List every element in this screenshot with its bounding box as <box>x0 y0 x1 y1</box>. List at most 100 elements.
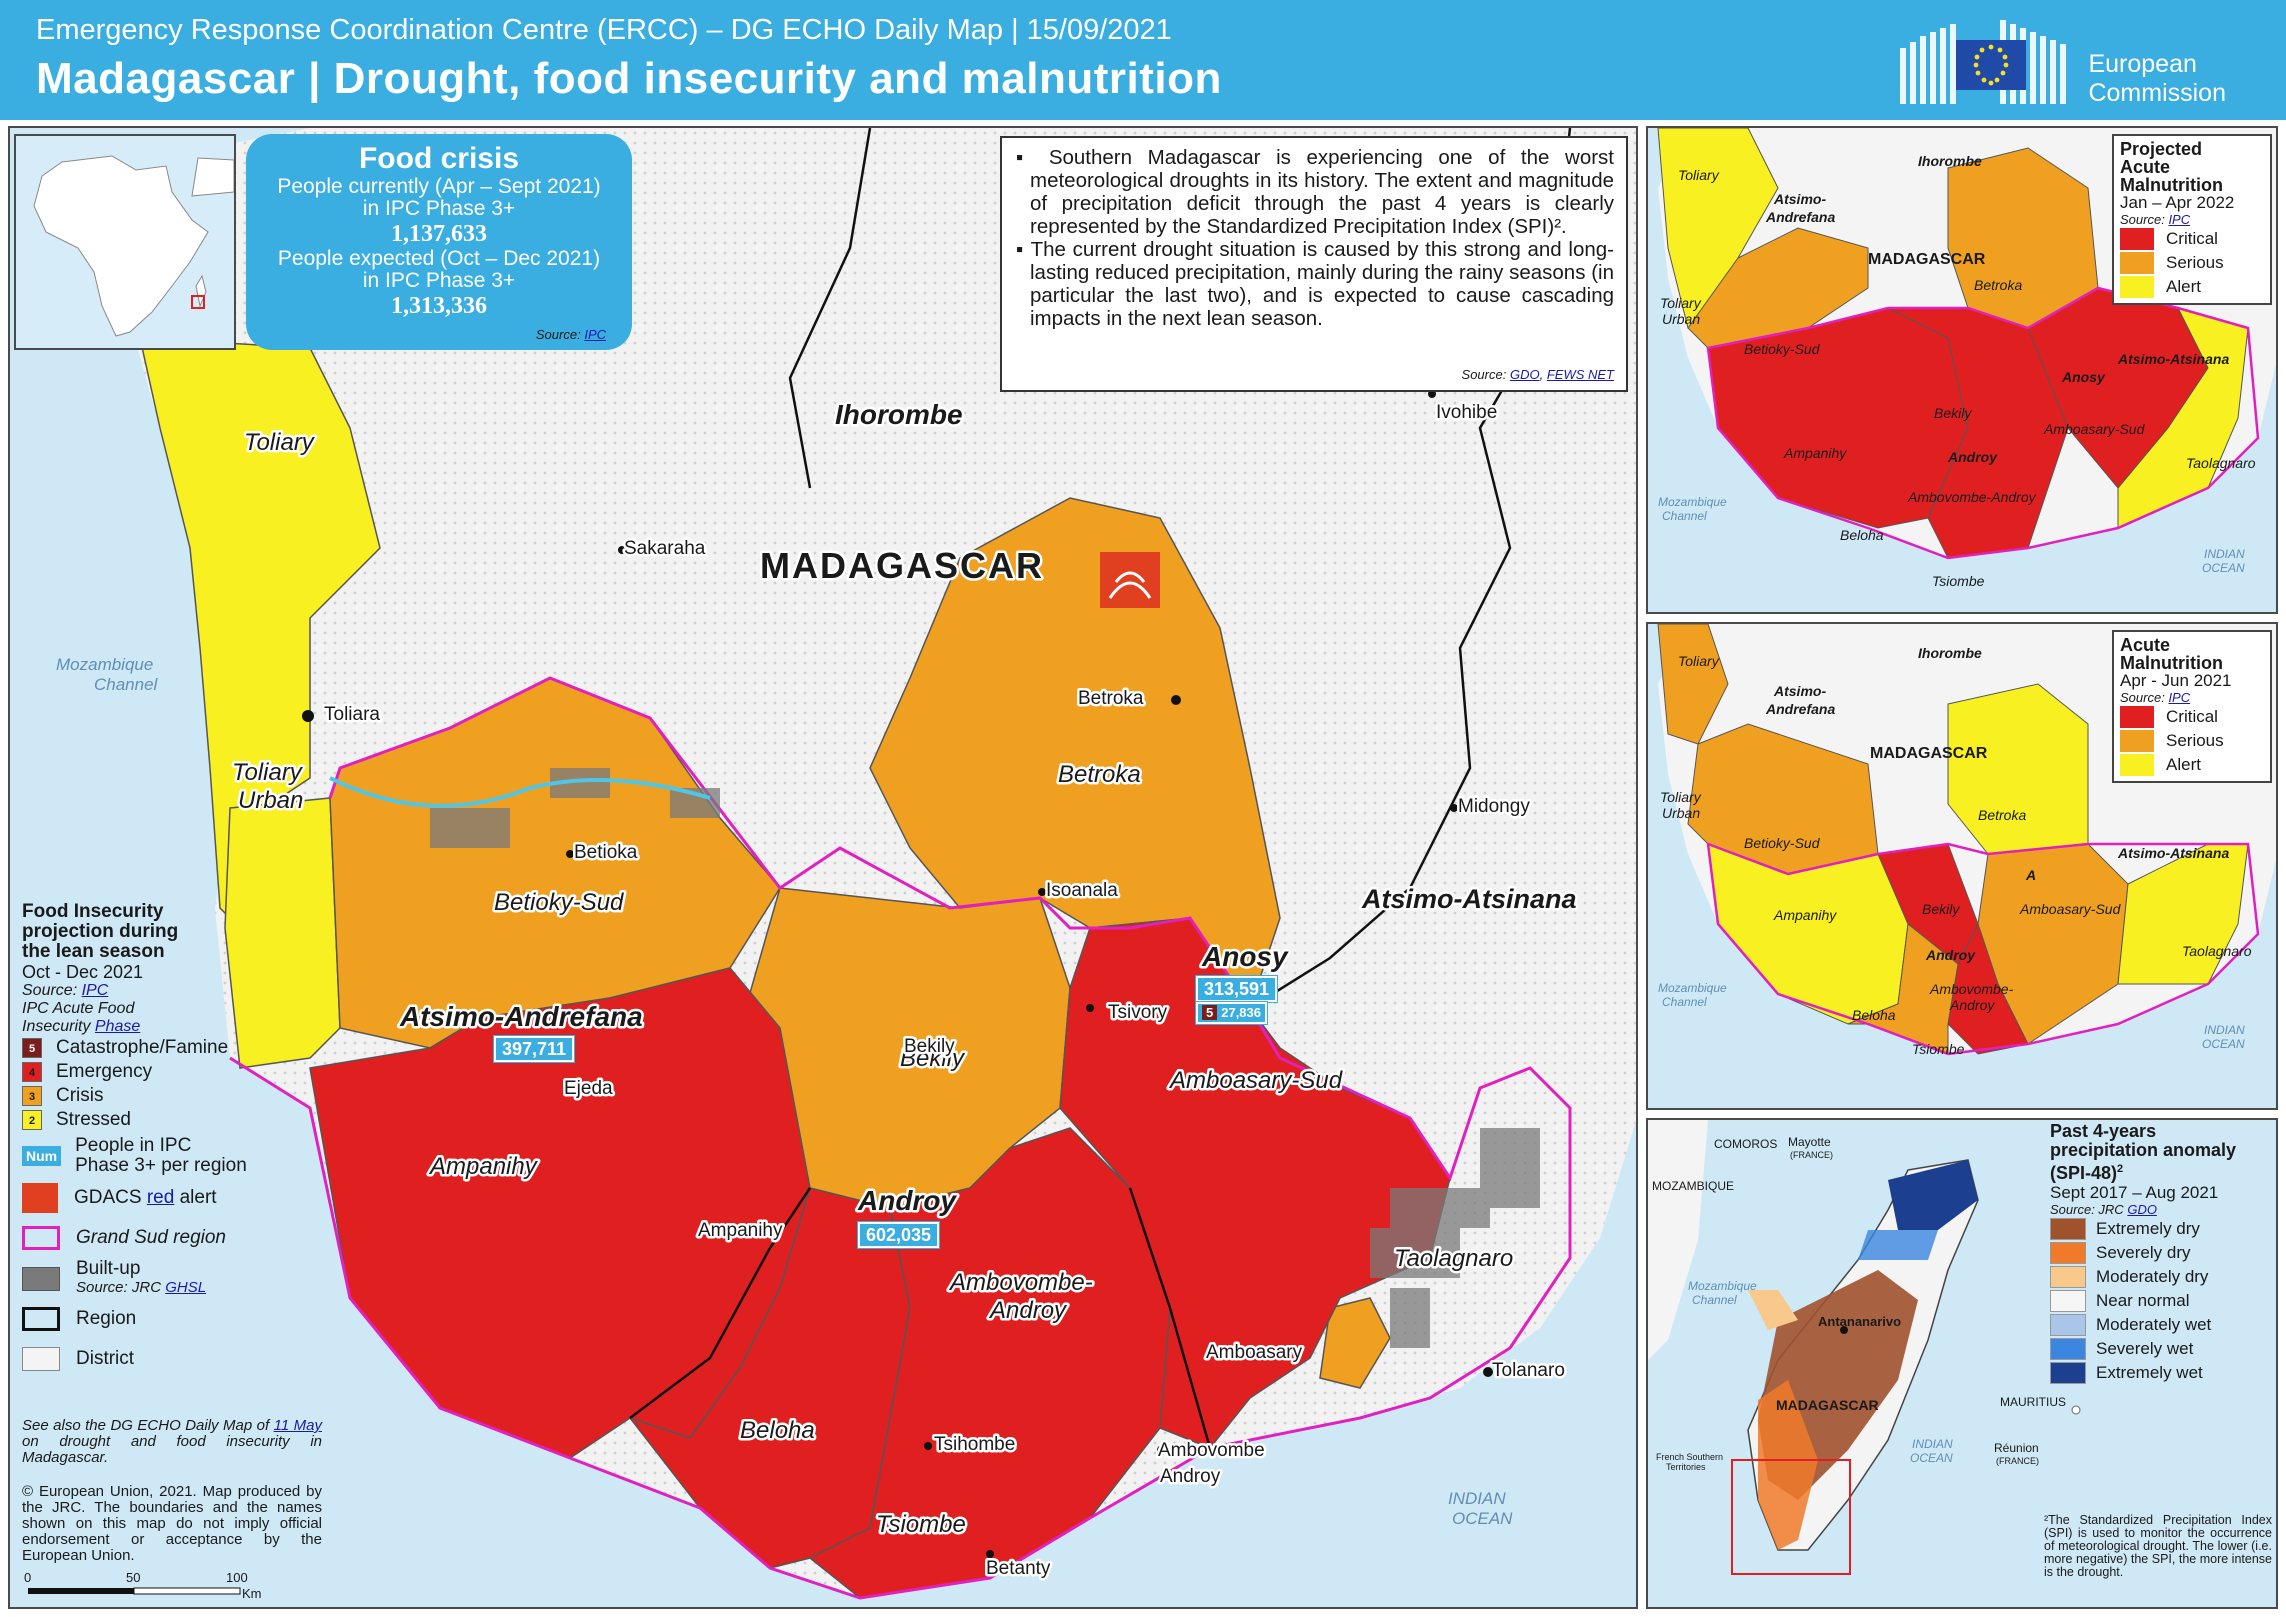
spi-class-swatch <box>2050 1314 2086 1336</box>
spi-class-label: Moderately wet <box>2096 1315 2212 1334</box>
inset-a-label-bekily: Bekily <box>1934 405 1972 421</box>
main-map-canvas: MADAGASCAR Ihorombe Atsimo-Andrefana And… <box>10 128 1636 1607</box>
inset-b-class-swatch <box>2120 754 2154 776</box>
copyright-note: © European Union, 2021. Map produced by … <box>22 1483 322 1564</box>
inset-a-label-tsiombe: Tsiombe <box>1932 573 1985 589</box>
region-label-atsimo-atsinana: Atsimo-Atsinana <box>1361 884 1577 914</box>
ghsl-link[interactable]: GHSL <box>165 1279 207 1296</box>
svg-text:Km: Km <box>242 1586 262 1601</box>
daily-map-11-may-link[interactable]: 11 May <box>273 1417 322 1434</box>
inset-b-class-label: Serious <box>2166 731 2224 750</box>
inset-a-water-2: Channel <box>1662 509 1707 523</box>
people-count-anosy: 313,591 <box>1196 976 1278 1002</box>
inset-b-label-amboasary-sud: Amboasary-Sud <box>2019 901 2122 917</box>
spi-severely-dry <box>1758 1380 1818 1550</box>
spi-class-row: Moderately dry <box>2050 1265 2276 1289</box>
inset-b-class-row: Alert <box>2120 753 2264 777</box>
inset-a-class-swatch <box>2120 276 2154 298</box>
ipc-phase-row: 2 Stressed <box>22 1108 322 1132</box>
inset-c-label-french-southern-2: Territories <box>1666 1462 1706 1472</box>
spi-class-swatch <box>2050 1218 2086 1240</box>
spi-extremely-wet <box>1888 1160 1978 1230</box>
region-label-anosy: Anosy <box>1201 941 1289 972</box>
people-count-atsimo-andrefana: 397,711 <box>494 1036 575 1062</box>
svg-text:0: 0 <box>24 1570 31 1585</box>
inset-a-label-toliary-urban-1: Toliary <box>1660 295 1702 311</box>
inset-b-label-atsimo-atsinana: Atsimo-Atsinana <box>2117 845 2229 861</box>
builtup-areas <box>430 768 1540 1348</box>
inset-b-label-ambovombe-androy-1: Ambovombe- <box>1929 981 2014 997</box>
inset-a-label-toliary: Toliary <box>1678 167 1720 183</box>
district-label-betroka: Betroka <box>1058 761 1141 788</box>
district-taolagnaro-crisis[interactable] <box>1319 1297 1391 1389</box>
inset-acute-malnutrition[interactable]: Toliary Ihorombe Atsimo- Andrefana MADAG… <box>1646 622 2278 1110</box>
inset-a-label-atsimo-atsinana: Atsimo-Atsinana <box>2117 351 2229 367</box>
inset-b-ipc-link[interactable]: IPC <box>2168 690 2191 705</box>
legend-ipc-link[interactable]: IPC <box>81 982 109 999</box>
spi-class-label: Extremely wet <box>2096 1363 2203 1382</box>
town-ambovombe-2: Androy <box>1160 1466 1221 1487</box>
town-markers <box>302 390 1493 1558</box>
spi-class-row: Severely dry <box>2050 1241 2276 1265</box>
gdo-link[interactable]: GDO <box>1509 367 1540 382</box>
inset-c-gdo-link[interactable]: GDO <box>2127 1202 2157 1217</box>
inset-precipitation-anomaly[interactable]: COMOROS Mayotte (FRANCE) MOZAMBIQUE Anta… <box>1646 1118 2278 1609</box>
spi-class-swatch <box>2050 1290 2086 1312</box>
inset-b-label-ihorombe: Ihorombe <box>1918 645 1982 661</box>
main-legend: Food Insecurity projection during the le… <box>22 902 322 1377</box>
inset-a-water-1: Mozambique <box>1658 495 1727 509</box>
fews-net-link[interactable]: FEWS NET <box>1546 367 1614 382</box>
inset-c-label-reunion-france: (FRANCE) <box>1996 1456 2039 1466</box>
inset-a-ipc-link[interactable]: IPC <box>2168 212 2191 227</box>
gdacs-red-alert-icon[interactable] <box>1100 552 1160 608</box>
inset-b-label-betroka: Betroka <box>1978 807 2026 823</box>
river-onilahy <box>329 776 711 808</box>
ipc-source-link[interactable]: IPC <box>584 327 606 342</box>
water-label-mozambique-channel-2: Channel <box>94 675 159 694</box>
food-crisis-heading: Food crisis <box>358 142 520 175</box>
district-label-beloha: Beloha <box>740 1417 815 1444</box>
ipc-phase-row: 5 Catastrophe/Famine <box>22 1036 322 1060</box>
ec-logo-text: European Commission <box>2088 50 2226 107</box>
district-label-amboasary-sud: Amboasary-Sud <box>1168 1067 1343 1094</box>
town-tsihombe: Tsihombe <box>934 1434 1015 1455</box>
grand-sud-swatch <box>22 1226 60 1250</box>
ipc-phase-label: Emergency <box>56 1061 153 1082</box>
inset-a-label-ampanihy: Ampanihy <box>1783 445 1847 461</box>
ipc-label-1: IPC Acute Food <box>22 1000 135 1017</box>
town-isoanala: Isoanala <box>1046 880 1118 901</box>
inset-b-water-4: OCEAN <box>2202 1037 2245 1051</box>
ipc-label-2: Insecurity Phase <box>22 1018 141 1035</box>
water-label-indian-ocean-2: OCEAN <box>1452 1509 1513 1528</box>
ipc-phase-swatch: 3 <box>22 1086 42 1106</box>
expected-value: 1,313,336 <box>391 293 487 319</box>
inset-a-water-4: OCEAN <box>2202 561 2245 575</box>
region-label-atsimo-andrefana: Atsimo-Andrefana <box>399 1001 643 1032</box>
gdacs-link[interactable]: red <box>146 1187 175 1208</box>
spi-class-swatch <box>2050 1242 2086 1264</box>
svg-text:50: 50 <box>126 1570 140 1585</box>
grand-sud-boundary <box>229 676 1572 1600</box>
spi-severely-wet <box>1858 1230 1938 1260</box>
country-label: MADAGASCAR <box>760 545 1044 586</box>
spi-class-row: Extremely wet <box>2050 1361 2276 1385</box>
town-ejeda: Ejeda <box>564 1078 613 1099</box>
legend-district-row: District <box>22 1341 322 1377</box>
header-subtitle: Emergency Response Coordination Centre (… <box>36 14 1172 46</box>
inset-b-label-atsimo-andrefana-1: Atsimo- <box>1773 683 1826 699</box>
inset-a-class-swatch <box>2120 228 2154 250</box>
inset-c-label-mozambique: MOZAMBIQUE <box>1652 1179 1734 1193</box>
town-betroka: Betroka <box>1078 688 1144 709</box>
water-label-mozambique-channel-1: Mozambique <box>56 655 153 674</box>
inset-b-label-beloha: Beloha <box>1852 1007 1896 1023</box>
inset-a-class-label: Serious <box>2166 253 2224 272</box>
drought-summary-box: ▪ Southern Madagascar is experiencing on… <box>1000 136 1628 392</box>
current-value: 1,137,633 <box>391 221 487 247</box>
ipc-phase-link[interactable]: Phase <box>94 1018 141 1035</box>
mauritius-marker <box>2071 1405 2081 1415</box>
district-label-ambovombe-androy-2: Androy <box>988 1297 1068 1324</box>
expected-label-1: People expected (Oct – Dec 2021) <box>277 247 601 270</box>
town-ampanihy: Ampanihy <box>698 1220 783 1241</box>
inset-b-label-toliary-urban-1: Toliary <box>1660 789 1702 805</box>
legend-grand-sud-row: Grand Sud region <box>22 1220 322 1256</box>
